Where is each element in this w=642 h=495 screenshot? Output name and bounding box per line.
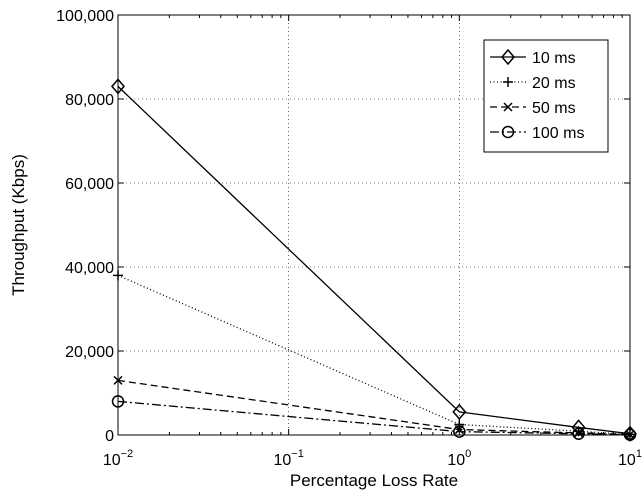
legend-item: 50 ms — [490, 100, 576, 117]
x-tick-label: 101 — [618, 448, 642, 469]
diamond-marker — [111, 78, 125, 95]
x-tick-label: 10−2 — [103, 448, 133, 469]
series-line — [117, 379, 631, 436]
x-marker-stroke — [113, 375, 123, 385]
x-tick-label: 10−1 — [273, 448, 303, 469]
circle-marker — [453, 425, 466, 438]
series-3 — [111, 395, 637, 441]
x-marker — [574, 428, 584, 438]
circle-marker — [623, 428, 637, 441]
plus-marker — [503, 77, 513, 87]
y-tick-label: 80,000 — [65, 92, 114, 109]
grid-lines — [118, 15, 630, 435]
legend-item: 10 ms — [490, 48, 576, 67]
y-tick-label: 20,000 — [65, 344, 114, 361]
legend-item: 20 ms — [490, 75, 576, 92]
x-tick-labels: 10−2 10−1 100 101 — [103, 448, 642, 469]
y-tick-label: 0 — [105, 428, 114, 445]
x-marker — [113, 375, 123, 385]
legend-label: 50 ms — [532, 100, 576, 117]
plot-frame — [117, 14, 631, 436]
y-tick-label: 60,000 — [65, 176, 114, 193]
x-marker-stroke — [503, 102, 513, 112]
x-tick-label: 100 — [447, 448, 471, 469]
legend: 10 ms 20 ms 50 ms 100 ms — [483, 39, 609, 153]
series-line — [117, 400, 631, 436]
y-tick-labels: 0 20,000 40,000 60,000 80,000 100,000 — [56, 8, 114, 445]
circle-marker — [111, 395, 125, 408]
legend-label: 100 ms — [532, 125, 584, 142]
y-tick-label: 40,000 — [65, 260, 114, 277]
legend-label: 10 ms — [532, 50, 576, 67]
circle-marker — [572, 427, 585, 440]
x-marker-stroke — [574, 428, 584, 438]
x-axis-label: Percentage Loss Rate — [290, 471, 458, 490]
series-0 — [111, 78, 637, 442]
data-series — [111, 78, 637, 442]
plus-marker — [113, 270, 123, 281]
series-1 — [113, 270, 635, 440]
series-line — [117, 274, 631, 436]
y-tick-label: 100,000 — [56, 8, 114, 25]
diamond-marker — [452, 403, 467, 421]
legend-item: 100 ms — [490, 125, 584, 142]
legend-box — [483, 39, 609, 153]
legend-items: 10 ms 20 ms 50 ms 100 ms — [490, 48, 584, 142]
plus-marker — [454, 419, 465, 430]
y-axis-label: Throughput (Kbps) — [9, 154, 28, 296]
diamond-marker — [501, 48, 515, 66]
series-line — [117, 85, 631, 435]
legend-label: 20 ms — [532, 75, 576, 92]
x-marker — [503, 102, 513, 112]
circle-marker — [501, 125, 515, 139]
